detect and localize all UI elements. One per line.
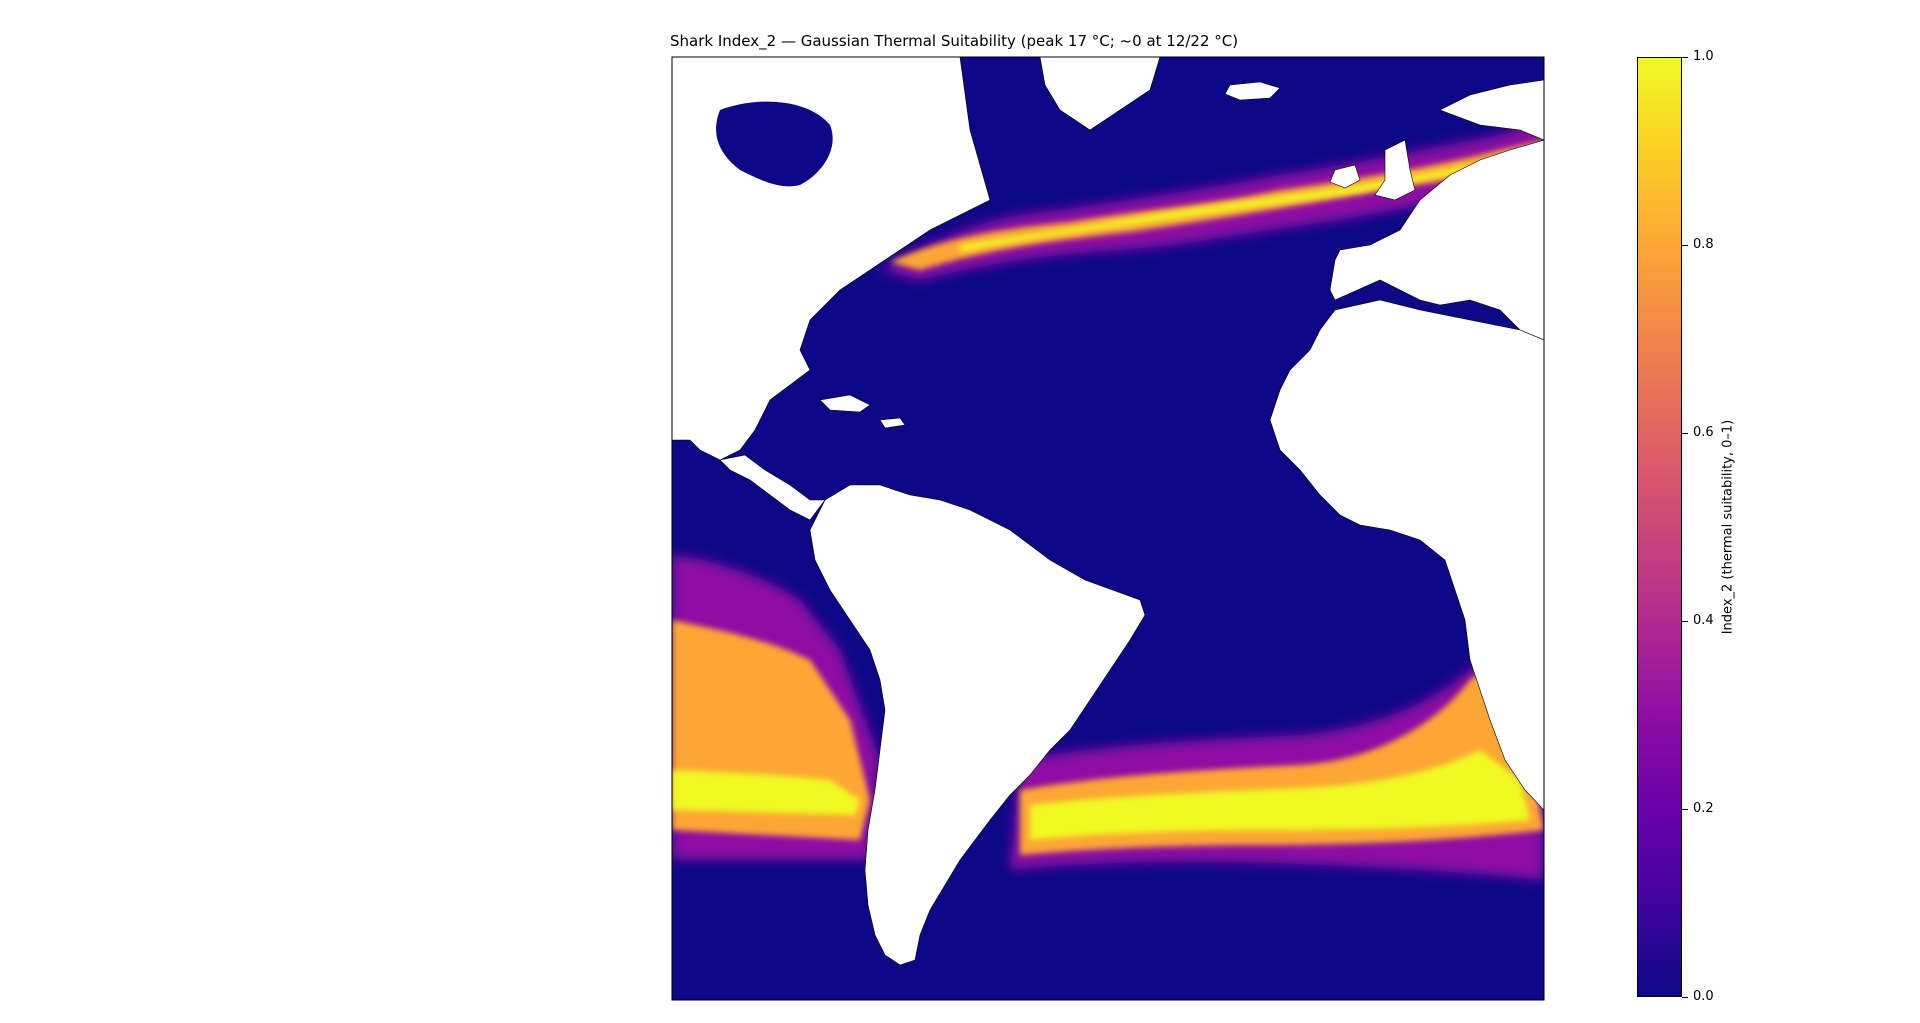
map-frame [671, 56, 1545, 1001]
iceland-landmass [1224, 81, 1281, 101]
colorbar-tick-mark [1682, 808, 1688, 810]
land-masses [672, 57, 1544, 966]
colorbar-label: Index_2 (thermal suitability, 0–1) [1720, 419, 1736, 635]
colorbar-tick-mark [1682, 996, 1688, 998]
north-atlantic-suitability-band [880, 120, 1544, 280]
colorbar-tick-label: 0.8 [1693, 237, 1714, 252]
colorbar-tick-mark [1682, 432, 1688, 434]
central-america-landmass [719, 454, 826, 521]
colorbar-tick-label: 0.2 [1693, 801, 1714, 816]
caribbean-islands [819, 394, 906, 429]
southeast-pacific-suitability-band [672, 555, 880, 860]
south-america-landmass [809, 484, 1146, 966]
colorbar-tick-label: 0.0 [1693, 989, 1714, 1004]
hudson-bay [716, 101, 833, 187]
colorbar-tick-mark [1682, 56, 1688, 58]
colorbar [1637, 57, 1682, 997]
africa-landmass [1269, 299, 1544, 811]
colorbar-tick-mark [1682, 244, 1688, 246]
british-isles-landmass [1374, 139, 1416, 201]
map-plot-area [672, 57, 1544, 1000]
ireland-landmass [1329, 164, 1361, 189]
colorbar-tick-label: 1.0 [1693, 49, 1714, 64]
map-title: Shark Index_2 — Gaussian Thermal Suitabi… [670, 32, 1239, 50]
colorbar-tick-mark [1682, 620, 1688, 622]
colorbar-tick-label: 0.6 [1693, 425, 1714, 440]
colorbar-tick-label: 0.4 [1693, 613, 1714, 628]
greenland-landmass [1039, 57, 1161, 131]
south-atlantic-suitability-band [1010, 640, 1544, 880]
